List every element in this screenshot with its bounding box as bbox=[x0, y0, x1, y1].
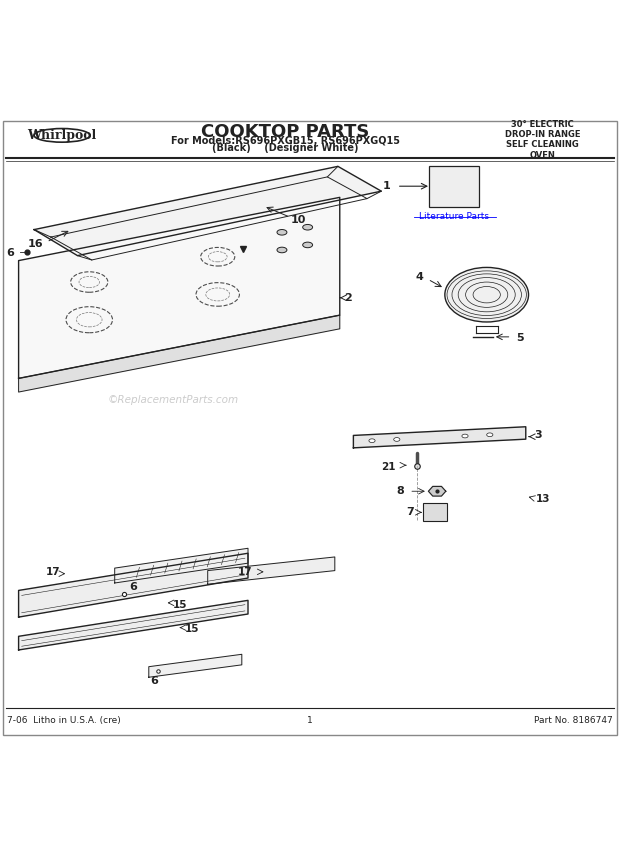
Text: Part No. 8186747: Part No. 8186747 bbox=[534, 716, 613, 725]
Text: 6: 6 bbox=[6, 248, 14, 259]
Text: ©ReplacementParts.com: ©ReplacementParts.com bbox=[108, 395, 239, 405]
Text: 1: 1 bbox=[383, 181, 391, 191]
Text: 10: 10 bbox=[291, 215, 306, 224]
Text: 7-06  Litho in U.S.A. (cre): 7-06 Litho in U.S.A. (cre) bbox=[7, 716, 121, 725]
Text: 6: 6 bbox=[150, 676, 157, 686]
Text: 1: 1 bbox=[307, 716, 313, 725]
Polygon shape bbox=[19, 198, 340, 378]
Text: 13: 13 bbox=[536, 494, 551, 504]
Text: Whirlpool: Whirlpool bbox=[27, 129, 97, 142]
Text: 7: 7 bbox=[407, 508, 414, 517]
Text: 17: 17 bbox=[237, 567, 252, 577]
Text: Literature Parts: Literature Parts bbox=[420, 212, 489, 221]
Text: 16: 16 bbox=[28, 240, 44, 249]
Text: 8: 8 bbox=[396, 486, 404, 496]
Polygon shape bbox=[149, 654, 242, 677]
Text: 4: 4 bbox=[416, 272, 423, 282]
Ellipse shape bbox=[277, 247, 287, 253]
Ellipse shape bbox=[394, 437, 400, 442]
FancyBboxPatch shape bbox=[423, 503, 447, 521]
Ellipse shape bbox=[277, 229, 287, 235]
Polygon shape bbox=[19, 315, 340, 392]
Ellipse shape bbox=[303, 224, 312, 230]
Polygon shape bbox=[353, 427, 526, 448]
Polygon shape bbox=[115, 549, 248, 583]
Ellipse shape bbox=[445, 267, 529, 322]
Text: 3: 3 bbox=[534, 431, 542, 441]
Text: 15: 15 bbox=[185, 625, 200, 634]
Text: COOKTOP PARTS: COOKTOP PARTS bbox=[201, 123, 370, 141]
Text: 6: 6 bbox=[130, 582, 137, 592]
Polygon shape bbox=[208, 557, 335, 585]
Polygon shape bbox=[34, 166, 381, 256]
Text: 17: 17 bbox=[45, 567, 60, 577]
Text: 2: 2 bbox=[344, 293, 352, 303]
Polygon shape bbox=[19, 553, 248, 617]
Text: 5: 5 bbox=[516, 333, 523, 343]
Ellipse shape bbox=[303, 242, 312, 247]
Ellipse shape bbox=[462, 434, 468, 438]
Text: (Black)    (Designer White): (Black) (Designer White) bbox=[212, 144, 358, 153]
Polygon shape bbox=[19, 600, 248, 650]
Text: 30° ELECTRIC
DROP-IN RANGE
SELF CLEANING
OVEN: 30° ELECTRIC DROP-IN RANGE SELF CLEANING… bbox=[505, 120, 580, 160]
Ellipse shape bbox=[369, 439, 375, 443]
FancyBboxPatch shape bbox=[429, 166, 479, 206]
Ellipse shape bbox=[487, 433, 493, 437]
Polygon shape bbox=[428, 486, 446, 496]
Text: 15: 15 bbox=[172, 600, 187, 609]
Text: 21: 21 bbox=[381, 462, 396, 472]
Text: For Models:RS696PXGB15, RS696PXGQ15: For Models:RS696PXGB15, RS696PXGQ15 bbox=[170, 136, 400, 146]
